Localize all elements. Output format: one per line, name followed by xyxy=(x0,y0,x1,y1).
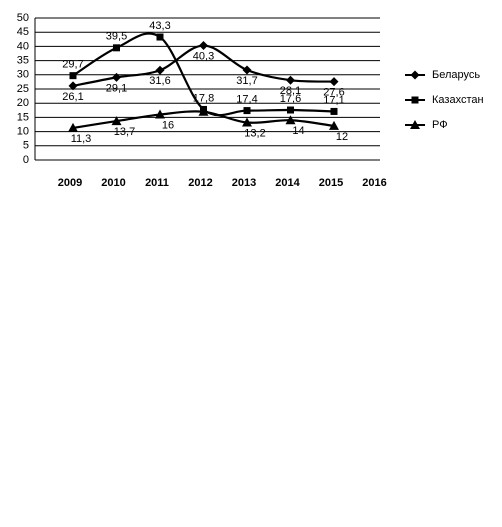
data-label: 31,6 xyxy=(149,75,170,87)
marker xyxy=(68,122,78,132)
data-label: 43,3 xyxy=(149,20,170,32)
marker xyxy=(155,109,165,119)
marker xyxy=(330,107,338,115)
data-label: 17,1 xyxy=(323,94,344,106)
marker xyxy=(286,75,295,85)
marker xyxy=(112,72,121,82)
marker xyxy=(285,115,296,125)
x-tick-label: 2015 xyxy=(319,177,343,189)
marker xyxy=(411,96,419,104)
legend-label: Беларусь xyxy=(432,69,480,81)
legend-label: РФ xyxy=(432,119,448,131)
y-tick-label: 5 xyxy=(23,140,29,152)
data-label: 31,7 xyxy=(236,75,257,87)
marker xyxy=(198,106,209,116)
x-tick-label: 2014 xyxy=(275,177,300,189)
marker xyxy=(111,116,122,126)
marker xyxy=(156,33,164,41)
data-label: 14 xyxy=(292,125,304,137)
marker xyxy=(155,65,165,75)
y-tick-label: 10 xyxy=(17,126,29,138)
x-tick-label: 2012 xyxy=(188,177,212,189)
x-tick-label: 2010 xyxy=(101,177,125,189)
data-label: 13,2 xyxy=(244,127,265,139)
marker xyxy=(329,120,339,130)
data-label: 26,1 xyxy=(62,91,83,103)
data-label: 17,8 xyxy=(193,92,214,104)
data-label: 29,1 xyxy=(106,82,127,94)
marker xyxy=(242,117,252,127)
data-label: 27,6 xyxy=(323,87,344,99)
data-label: 39,5 xyxy=(106,31,127,43)
marker xyxy=(242,65,252,75)
y-tick-label: 0 xyxy=(23,154,29,166)
marker xyxy=(410,70,420,80)
x-tick-label: 2009 xyxy=(58,177,82,189)
marker xyxy=(69,72,77,80)
data-label: 17,6 xyxy=(280,93,301,105)
marker xyxy=(243,107,251,115)
y-tick-label: 15 xyxy=(17,111,29,123)
data-label: 12 xyxy=(336,131,348,143)
y-tick-label: 50 xyxy=(17,12,29,24)
y-tick-label: 20 xyxy=(17,97,29,109)
y-tick-label: 40 xyxy=(17,40,29,52)
data-label: 17,4 xyxy=(236,93,257,105)
x-tick-label: 2011 xyxy=(145,177,169,189)
x-tick-label: 2016 xyxy=(362,177,386,189)
y-tick-label: 45 xyxy=(17,26,29,38)
y-tick-label: 30 xyxy=(17,69,29,81)
data-label: 13,7 xyxy=(114,126,135,138)
data-label: 16 xyxy=(162,119,174,131)
marker xyxy=(410,120,420,129)
x-tick-label: 2013 xyxy=(232,177,256,189)
marker xyxy=(287,106,294,114)
marker xyxy=(113,44,120,52)
y-tick-label: 25 xyxy=(17,83,29,95)
data-label: 28,1 xyxy=(280,85,301,97)
data-label: 29,7 xyxy=(62,59,83,71)
data-label: 40,3 xyxy=(193,50,214,62)
marker xyxy=(329,77,339,87)
y-tick-label: 35 xyxy=(17,55,29,67)
marker xyxy=(68,81,78,91)
marker xyxy=(199,41,208,51)
legend-label: Казахстан xyxy=(432,94,484,106)
data-label: 11,3 xyxy=(71,133,92,145)
